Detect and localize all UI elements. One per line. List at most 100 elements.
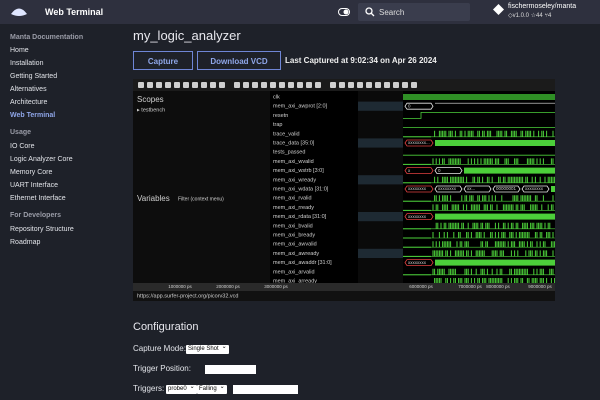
configuration-title: Configuration [133,321,199,333]
toolbar-icon [366,82,372,88]
nav-link[interactable]: Ethernet Interface [10,195,66,202]
search-placeholder: Search [379,8,405,17]
nav-link[interactable]: Architecture [10,99,48,106]
nav-link[interactable]: Memory Core [10,169,53,176]
nav-link[interactable]: Home [10,47,29,54]
signal-name: trace_valid [273,131,300,137]
timeline-label: 2000000 ps [216,284,240,289]
top-bar: Web Terminal Search fischermoseley/manta… [0,0,600,24]
bus-segment [521,185,550,193]
row-highlight [358,175,403,185]
toolbar-icon [219,82,225,88]
nav-link[interactable]: Alternatives [10,86,47,93]
trigger-condition-select[interactable]: Falling [197,383,227,394]
capture-mode-select[interactable]: Single Shot [186,343,229,354]
bus-activity [551,186,555,192]
search-box[interactable]: Search [358,3,470,21]
bus-segment [404,102,434,110]
toolbar-icon [156,82,162,88]
bus-segment [463,185,492,193]
toolbar-icon [402,82,408,88]
capture-button[interactable]: Capture [133,51,193,70]
toolbar-icon [183,82,189,88]
signal-name: tests_passed [273,150,305,156]
bus-value: 00000001 [496,186,517,191]
nav-link[interactable]: IO Core [10,143,35,150]
toolbar-icon [210,82,216,88]
trigger-probe-select[interactable]: probe0 [166,383,197,394]
nav-link[interactable]: Web Terminal [10,112,56,119]
timeline-bar [133,283,555,291]
bus-value: 0 [408,103,411,108]
last-captured: Last Captured at 9:02:34 on Apr 26 2024 [285,56,437,65]
signal-name: mem_axi_bready [273,232,315,238]
timeline-label: 9000000 ps [528,284,552,289]
scopes-label: Scopes [137,95,164,104]
repo-name[interactable]: fischermoseley/manta [508,3,577,10]
signal-name: mem_axi_wdata [31:0] [273,186,329,192]
bus-segment [404,259,434,266]
bus-value: xxxxxxxx [525,186,544,191]
waveform-viewer[interactable]: Scopes ▸ testbench Variables Filter (contex… [133,79,555,301]
bus-value: x [408,168,411,173]
capture-mode-label: Capture Mode: [133,344,186,353]
row-highlight [358,138,403,148]
trigger-position-label: Trigger Position: [133,364,191,373]
bus-segment [404,185,434,193]
toolbar-icon [306,82,312,88]
nav-link[interactable]: Roadmap [10,239,41,246]
bus-segment [404,139,434,147]
nav-link[interactable]: UART Interface [10,182,58,189]
signal-name: mem_axi_awready [273,251,319,257]
nav-heading: For Developers [10,212,61,219]
toolbar-icon [288,82,294,88]
toolbar-icon [138,82,144,88]
signal-name: mem_axi_arvalid [273,269,315,275]
bus-value: xxxxxxxx [408,186,427,191]
nav-heading: Usage [10,129,32,136]
search-icon [365,7,375,17]
download-button[interactable]: Download VCD [197,51,281,70]
toolbar-icon [252,82,258,88]
logo [11,8,27,16]
bus-segment [404,213,434,220]
timeline-label: 7000000 ps [458,284,482,289]
toolbar-icon [339,82,345,88]
trigger-position-input[interactable] [205,365,256,374]
bus-activity [435,259,555,266]
toolbar-icon [165,82,171,88]
signal-name: resetn [273,113,288,119]
bus-segment [492,185,521,193]
bus-value: xxxxxxxx [408,214,427,219]
toolbar-icon [234,82,240,88]
timeline-label: 6000000 ps [409,284,433,289]
toolbar-icon [384,82,390,88]
nav-link[interactable]: Logic Analyzer Core [10,156,73,163]
signal-name: mem_axi_bvalid [273,223,313,229]
repo-icon [493,4,504,15]
repo-version: v1.0.0 [512,13,529,19]
nav-link[interactable]: Getting Started [10,73,58,80]
theme-toggle[interactable] [338,8,350,16]
signal-name: trace_data [35:0] [273,140,315,146]
toolbar-icon [261,82,267,88]
timeline-label: 1000000 ps [168,284,192,289]
row-highlight [358,101,403,111]
toolbar-icon [375,82,381,88]
wave [403,112,555,119]
toolbar-icon [174,82,180,88]
toolbar-icon [270,82,276,88]
toolbar-icon [393,82,399,88]
signal-name: mem_axi_awprot [2:0] [273,104,328,110]
viewer-url: https://app.surfer-project.org/picorv32.… [137,293,239,299]
clock-wave [403,94,555,100]
page-title: my_logic_analyzer [133,28,241,43]
toolbar-icon [201,82,207,88]
nav-link[interactable]: Installation [10,60,44,67]
toolbar-icon [315,82,321,88]
row-highlight [358,212,403,222]
repo-forks: 4 [548,13,552,19]
trigger-value-input[interactable] [233,385,298,394]
toolbar-icon [348,82,354,88]
nav-link[interactable]: Repository Structure [10,226,74,233]
